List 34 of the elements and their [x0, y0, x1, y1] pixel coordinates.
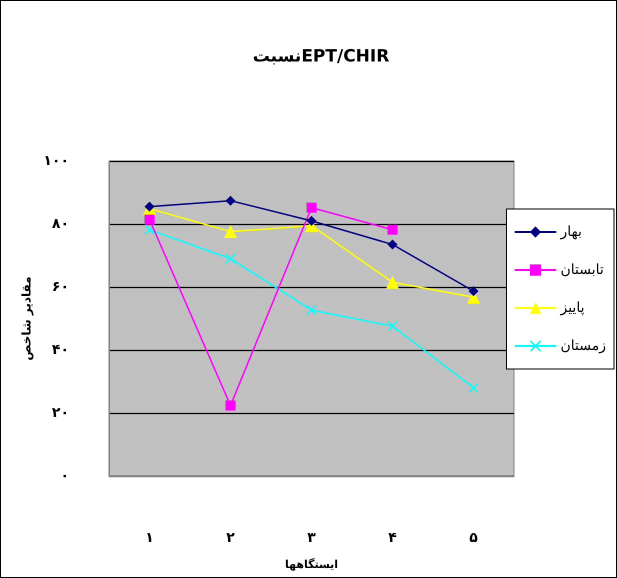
- y-tick-label: ۲۰: [52, 405, 69, 421]
- x-tick-label: ۱: [145, 530, 154, 546]
- y-axis-title: مقادیر شاخص: [19, 276, 34, 361]
- point: [468, 286, 478, 296]
- x-tick-label: ۳: [307, 530, 316, 546]
- legend-label: زمستان: [560, 338, 606, 354]
- chart-title: نسبتEPT/CHIR: [252, 46, 390, 66]
- legend-label: بهار: [559, 224, 582, 240]
- legend-label: پاییز: [559, 300, 585, 316]
- legend-label: تابستان: [560, 262, 604, 278]
- y-tick-label: ۰: [60, 468, 69, 484]
- point: [144, 224, 154, 235]
- point: [144, 202, 154, 212]
- point: [226, 254, 236, 264]
- point: [388, 224, 398, 235]
- x-tick-label: ۴: [388, 530, 398, 546]
- point: [468, 382, 478, 393]
- point: [386, 276, 399, 289]
- point: [388, 321, 398, 332]
- y-tick-label: ۱۰۰: [43, 153, 69, 169]
- y-tick-label: ۴۰: [52, 342, 69, 358]
- x-tick-label: ۵: [469, 530, 478, 546]
- x-axis-title: ایستگاهها: [284, 558, 338, 571]
- point: [226, 400, 236, 410]
- x-tick-label: ۲: [226, 530, 236, 546]
- point: [226, 196, 236, 206]
- point: [306, 304, 316, 315]
- y-tick-label: ۸۰: [52, 216, 69, 232]
- y-tick-label: ۶۰: [52, 279, 69, 295]
- point: [224, 225, 237, 238]
- point: [306, 216, 316, 226]
- point: [306, 202, 316, 213]
- point: [144, 214, 154, 225]
- point: [388, 239, 398, 250]
